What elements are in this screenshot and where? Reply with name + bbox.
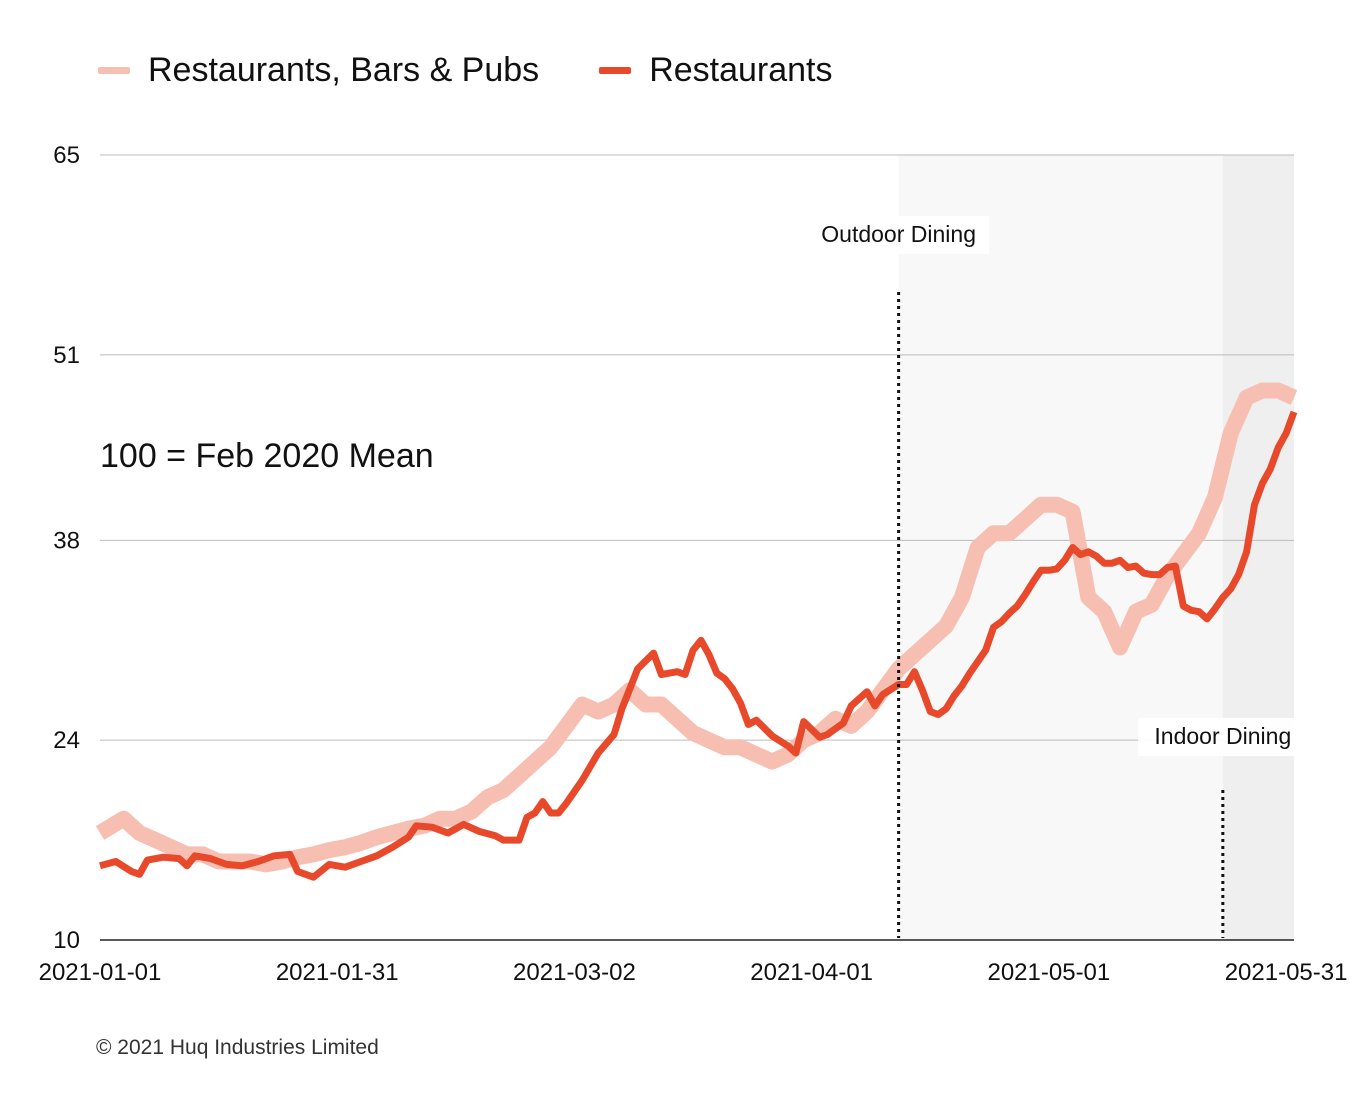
- event-label-bg-indoor-dining: [1138, 718, 1308, 756]
- legend-swatch-restaurants-bars-pubs: [98, 66, 130, 74]
- y-axis: 10 24 38 51 65: [53, 142, 80, 954]
- x-tick-label-2021-01-01: 2021-01-01: [39, 959, 162, 986]
- x-tick-label-2021-03-02: 2021-03-02: [513, 959, 636, 986]
- event-label-outdoor-dining: Outdoor Dining: [821, 221, 976, 247]
- index-note: 100 = Feb 2020 Mean: [100, 437, 434, 475]
- y-tick-label-65: 65: [53, 142, 80, 169]
- x-tick-label-2021-05-01: 2021-05-01: [987, 959, 1110, 986]
- grid-lines: [100, 154, 1294, 941]
- legend-swatch-restaurants: [599, 66, 632, 74]
- legend-item-restaurants[interactable]: Restaurants: [599, 48, 833, 92]
- event-markers: Outdoor Dining Indoor Dining: [808, 216, 1308, 938]
- event-bands: [898, 155, 1294, 940]
- x-tick-label-2021-01-31: 2021-01-31: [276, 959, 399, 986]
- event-band-outdoor-dining: [898, 155, 1223, 940]
- legend-label-restaurants: Restaurants: [649, 51, 833, 89]
- legend-label-restaurants-bars-pubs: Restaurants, Bars & Pubs: [148, 51, 540, 89]
- copyright: © 2021 Huq Industries Limited: [96, 1036, 379, 1059]
- y-tick-label-24: 24: [53, 727, 80, 754]
- event-band-indoor-dining: [1222, 155, 1294, 940]
- x-tick-label-2021-04-01: 2021-04-01: [750, 959, 873, 986]
- event-label-bg-outdoor-dining: [808, 216, 990, 254]
- legend: Restaurants, Bars & Pubs Restaurants: [98, 48, 893, 92]
- event-label-indoor-dining: Indoor Dining: [1154, 723, 1291, 749]
- series-line-restaurants: [99, 410, 1298, 881]
- series-line-restaurants-bars-pubs: [95, 382, 1298, 873]
- x-axis: 2021-01-01 2021-01-31 2021-03-02 2021-04-01…: [39, 959, 1348, 986]
- y-tick-label-10: 10: [53, 927, 80, 954]
- y-tick-label-38: 38: [53, 527, 80, 554]
- series-lines: [95, 382, 1298, 881]
- x-tick-label-2021-05-31: 2021-05-31: [1225, 959, 1348, 986]
- y-tick-label-51: 51: [53, 342, 80, 369]
- legend-item-restaurants-bars-pubs[interactable]: Restaurants, Bars & Pubs: [98, 48, 539, 92]
